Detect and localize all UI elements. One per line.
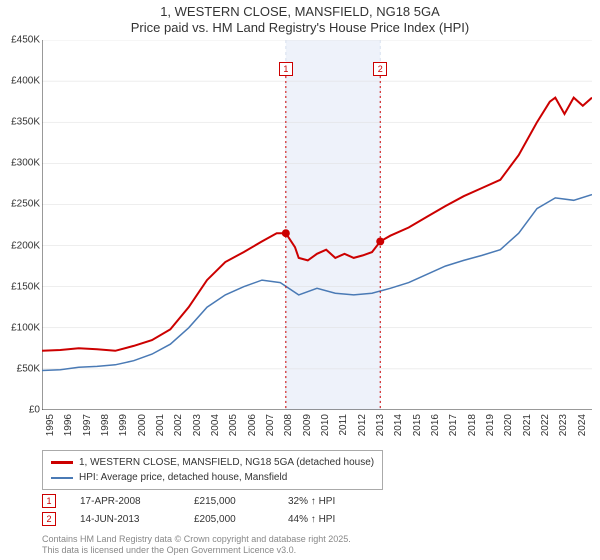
x-tick-label: 2008: [283, 414, 294, 436]
x-tick-label: 2001: [155, 414, 166, 436]
x-tick-label: 2024: [577, 414, 588, 436]
x-tick-label: 1999: [118, 414, 129, 436]
legend-swatch: [51, 477, 73, 479]
x-tick-label: 1998: [100, 414, 111, 436]
title-line-1: 1, WESTERN CLOSE, MANSFIELD, NG18 5GA: [0, 4, 600, 20]
x-tick-label: 2011: [338, 414, 349, 436]
x-tick-label: 2015: [412, 414, 423, 436]
legend-item: 1, WESTERN CLOSE, MANSFIELD, NG18 5GA (d…: [51, 455, 374, 470]
y-tick-label: £100K: [0, 322, 40, 333]
sale-price: £215,000: [194, 496, 264, 507]
y-tick-label: £250K: [0, 199, 40, 210]
y-tick-label: £450K: [0, 35, 40, 46]
sale-row-marker: 1: [42, 494, 56, 508]
x-tick-label: 2002: [173, 414, 184, 436]
sale-row: 2 14-JUN-2013 £205,000 44% ↑ HPI: [42, 512, 358, 526]
sale-date: 14-JUN-2013: [80, 514, 170, 525]
sale-row-marker: 2: [42, 512, 56, 526]
legend-swatch: [51, 461, 73, 464]
x-tick-label: 2017: [448, 414, 459, 436]
footer-line-1: Contains HM Land Registry data © Crown c…: [42, 534, 351, 545]
x-tick-label: 2016: [430, 414, 441, 436]
y-tick-label: £400K: [0, 76, 40, 87]
sale-diff: 44% ↑ HPI: [288, 514, 358, 525]
y-tick-label: £0: [0, 405, 40, 416]
y-tick-label: £300K: [0, 158, 40, 169]
x-tick-label: 1996: [63, 414, 74, 436]
x-tick-label: 2003: [192, 414, 203, 436]
x-tick-label: 2013: [375, 414, 386, 436]
legend-item: HPI: Average price, detached house, Mans…: [51, 470, 374, 485]
sale-marker-2: 2: [373, 62, 387, 76]
sale-marker-1: 1: [279, 62, 293, 76]
y-tick-label: £50K: [0, 363, 40, 374]
x-tick-label: 2014: [393, 414, 404, 436]
x-tick-label: 2007: [265, 414, 276, 436]
x-tick-label: 2019: [485, 414, 496, 436]
sale-price: £205,000: [194, 514, 264, 525]
title-block: 1, WESTERN CLOSE, MANSFIELD, NG18 5GA Pr…: [0, 0, 600, 37]
x-tick-label: 2006: [247, 414, 258, 436]
legend: 1, WESTERN CLOSE, MANSFIELD, NG18 5GA (d…: [42, 450, 383, 490]
footer: Contains HM Land Registry data © Crown c…: [42, 534, 351, 556]
x-tick-label: 2000: [137, 414, 148, 436]
x-tick-label: 2005: [228, 414, 239, 436]
x-tick-label: 1995: [45, 414, 56, 436]
chart-svg: [42, 40, 592, 410]
chart-area: £0£50K£100K£150K£200K£250K£300K£350K£400…: [42, 40, 592, 410]
x-tick-label: 2009: [302, 414, 313, 436]
x-tick-label: 1997: [82, 414, 93, 436]
title-line-2: Price paid vs. HM Land Registry's House …: [0, 20, 600, 36]
sales-table: 1 17-APR-2008 £215,000 32% ↑ HPI 2 14-JUN-201…: [42, 494, 358, 530]
x-tick-label: 2018: [467, 414, 478, 436]
legend-label: HPI: Average price, detached house, Mans…: [79, 470, 287, 485]
sale-date: 17-APR-2008: [80, 496, 170, 507]
sale-diff: 32% ↑ HPI: [288, 496, 358, 507]
x-tick-label: 2004: [210, 414, 221, 436]
x-axis: 1995 1996 1997 1998 1999 2000 2001 2002 2003 2004…: [42, 412, 592, 452]
x-tick-label: 2012: [357, 414, 368, 436]
x-tick-label: 2022: [540, 414, 551, 436]
chart-container: 1, WESTERN CLOSE, MANSFIELD, NG18 5GA Pr…: [0, 0, 600, 560]
x-tick-label: 2010: [320, 414, 331, 436]
x-tick-label: 2021: [522, 414, 533, 436]
y-tick-label: £350K: [0, 117, 40, 128]
sale-row: 1 17-APR-2008 £215,000 32% ↑ HPI: [42, 494, 358, 508]
y-tick-label: £200K: [0, 240, 40, 251]
x-tick-label: 2020: [503, 414, 514, 436]
x-tick-label: 2023: [558, 414, 569, 436]
legend-label: 1, WESTERN CLOSE, MANSFIELD, NG18 5GA (d…: [79, 455, 374, 470]
footer-line-2: This data is licensed under the Open Gov…: [42, 545, 351, 556]
y-tick-label: £150K: [0, 281, 40, 292]
